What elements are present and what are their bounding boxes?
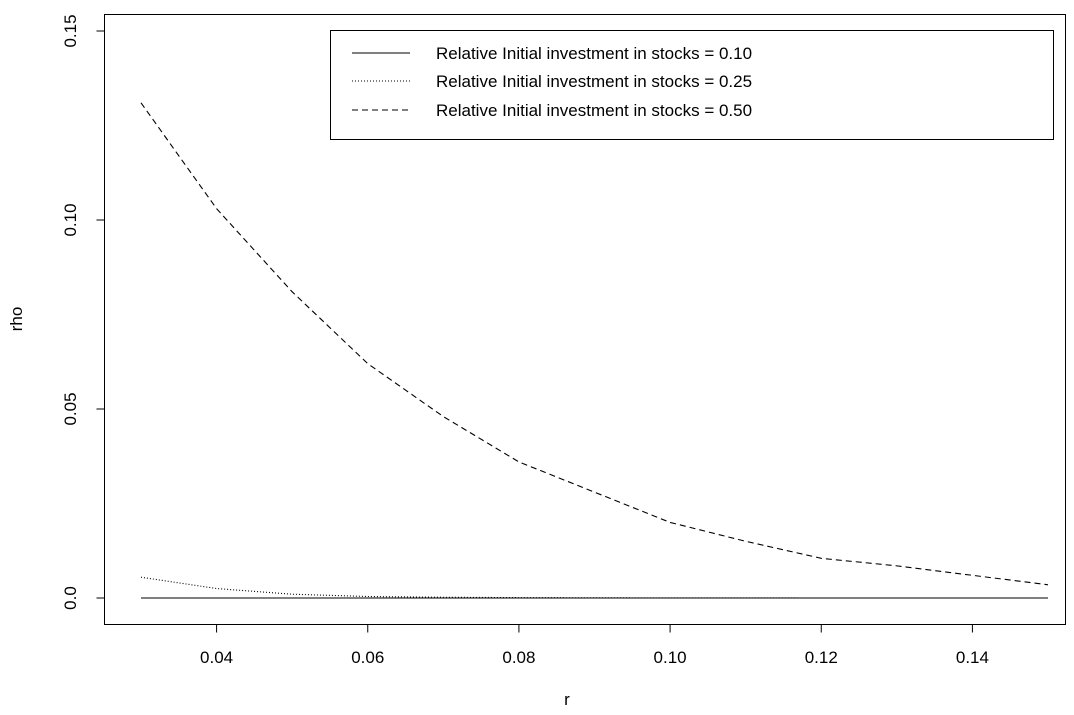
y-tick-label: 0.10 [61, 203, 80, 236]
y-tick-label: 0.05 [61, 392, 80, 425]
series-layer [140, 102, 1049, 599]
x-tick-label: 0.08 [502, 648, 535, 667]
legend-item: Relative Initial investment in stocks = … [352, 72, 752, 91]
legend-label: Relative Initial investment in stocks = … [436, 72, 752, 91]
legend-label: Relative Initial investment in stocks = … [436, 101, 752, 120]
y-axis-title: rho [7, 307, 26, 332]
legend-box [330, 30, 1054, 140]
legend-item: Relative Initial investment in stocks = … [352, 44, 752, 63]
series-line-2 [140, 576, 1048, 599]
y-axis: 0.0 0.05 0.10 0.15 [61, 14, 105, 610]
y-tick-label: 0.0 [61, 586, 80, 610]
legend-item: Relative Initial investment in stocks = … [352, 101, 752, 120]
y-tick-label: 0.15 [61, 14, 80, 47]
legend: Relative Initial investment in stocks = … [330, 30, 1054, 140]
x-axis: 0.04 0.06 0.08 0.10 0.12 0.14 [200, 624, 989, 667]
x-tick-label: 0.10 [654, 648, 687, 667]
series-line-3 [140, 102, 1049, 586]
x-tick-label: 0.06 [351, 648, 384, 667]
x-tick-label: 0.04 [200, 648, 233, 667]
legend-label: Relative Initial investment in stocks = … [436, 44, 752, 63]
x-tick-label: 0.14 [956, 648, 989, 667]
x-tick-label: 0.12 [805, 648, 838, 667]
x-axis-title: r [564, 690, 570, 709]
